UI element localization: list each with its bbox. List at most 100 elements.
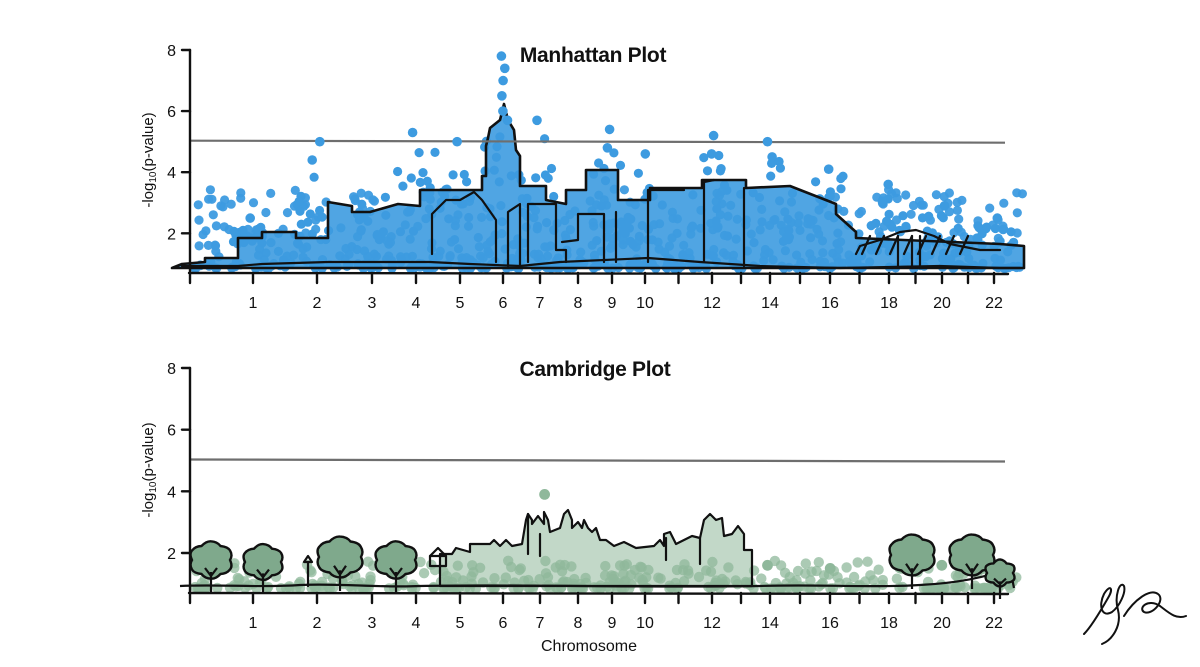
data-point bbox=[549, 191, 559, 202]
data-point bbox=[892, 193, 902, 204]
cambridge-y-label-rest: (p-value) bbox=[140, 422, 157, 481]
data-point bbox=[870, 583, 881, 594]
data-point bbox=[813, 557, 824, 568]
data-point bbox=[418, 568, 430, 579]
data-point-highlight bbox=[762, 136, 773, 147]
manhattan-y-label-subscript: 10 bbox=[148, 171, 159, 183]
manhattan-title: Manhattan Plot bbox=[520, 44, 667, 67]
tree-trunk bbox=[993, 577, 1007, 599]
data-point-highlight bbox=[936, 559, 948, 571]
skyline-detail bbox=[430, 190, 498, 264]
cambridge-threshold-line bbox=[189, 458, 1006, 463]
tree-canopy bbox=[948, 533, 996, 577]
data-point bbox=[982, 582, 994, 594]
college-silhouette bbox=[438, 508, 754, 588]
x-tick-label: 8 bbox=[574, 615, 583, 632]
data-point bbox=[236, 193, 246, 203]
data-point bbox=[877, 196, 887, 206]
x-tick-label: 4 bbox=[412, 295, 421, 312]
tree-canopy bbox=[189, 540, 233, 580]
tree bbox=[888, 533, 936, 589]
tree-canopy bbox=[316, 535, 364, 579]
skyline-detail bbox=[646, 188, 686, 264]
x-tick-label: 6 bbox=[499, 295, 508, 312]
data-point bbox=[415, 556, 426, 568]
data-point bbox=[462, 177, 472, 187]
data-point bbox=[832, 572, 843, 583]
data-point bbox=[307, 229, 317, 239]
data-point-highlight bbox=[939, 201, 950, 211]
data-point bbox=[891, 573, 903, 584]
data-point-highlight bbox=[767, 152, 777, 162]
data-point-highlight bbox=[315, 136, 325, 147]
y-tick-label: 2 bbox=[167, 546, 176, 563]
tree bbox=[984, 558, 1016, 599]
data-point bbox=[954, 214, 964, 224]
cambridge-highlight-points bbox=[539, 489, 948, 574]
x-tick-label: 12 bbox=[703, 295, 721, 312]
y-tick-label: 6 bbox=[167, 104, 176, 121]
x-tick-label: 4 bbox=[412, 615, 421, 632]
data-point bbox=[800, 558, 811, 569]
data-point bbox=[208, 210, 218, 220]
y-tick-label: 6 bbox=[167, 423, 176, 440]
bridge-cable bbox=[944, 234, 956, 256]
x-tick-label: 14 bbox=[761, 615, 779, 632]
data-point-highlight bbox=[498, 106, 508, 116]
y-tick-label: 8 bbox=[167, 361, 176, 378]
data-point bbox=[212, 582, 223, 594]
data-point bbox=[261, 207, 271, 218]
data-point-highlight bbox=[640, 149, 651, 159]
data-point bbox=[939, 192, 949, 202]
data-point bbox=[205, 185, 215, 195]
data-point bbox=[860, 576, 871, 587]
bridge-cable bbox=[860, 234, 872, 256]
data-point bbox=[953, 223, 963, 233]
data-point bbox=[1012, 208, 1022, 218]
data-point-highlight bbox=[883, 179, 893, 190]
x-tick-label: 18 bbox=[880, 295, 898, 312]
data-point bbox=[415, 177, 425, 187]
data-point bbox=[841, 562, 852, 573]
data-point bbox=[839, 206, 849, 216]
data-point bbox=[1006, 227, 1016, 237]
data-point bbox=[884, 209, 894, 219]
bridge-cable bbox=[916, 234, 928, 256]
x-tick-label: 2 bbox=[313, 615, 322, 632]
data-point-highlight bbox=[762, 559, 773, 571]
manhattan-skyline bbox=[170, 102, 1026, 270]
cambridge-skyline bbox=[179, 508, 1016, 599]
x-tick-label: 7 bbox=[536, 295, 545, 312]
data-point bbox=[969, 583, 980, 594]
data-point bbox=[936, 211, 947, 221]
tree-canopy bbox=[242, 542, 284, 582]
cambridge-x-ticks: 1 2 3 4 5 6 7 8 9 10 12 14 16 18 20 22 bbox=[188, 591, 1003, 632]
data-point bbox=[294, 196, 304, 206]
data-point bbox=[811, 177, 821, 187]
data-point bbox=[844, 583, 855, 594]
data-point bbox=[546, 163, 557, 174]
data-point-highlight bbox=[824, 563, 836, 574]
data-point bbox=[836, 184, 846, 194]
data-point bbox=[805, 575, 816, 586]
skyline-detail bbox=[702, 178, 716, 264]
data-point bbox=[699, 153, 709, 163]
data-point bbox=[198, 229, 208, 240]
data-point bbox=[917, 213, 928, 223]
data-point bbox=[615, 160, 626, 170]
data-point-highlight bbox=[407, 127, 418, 138]
data-point bbox=[531, 173, 541, 183]
bridge-cable bbox=[930, 234, 942, 256]
data-point-highlight bbox=[452, 136, 462, 147]
skyline-fill bbox=[170, 102, 1026, 270]
data-point bbox=[226, 199, 236, 209]
tree bbox=[374, 540, 418, 592]
data-point bbox=[422, 176, 432, 186]
data-point bbox=[203, 240, 213, 250]
data-point bbox=[194, 215, 204, 225]
x-tick-label: 18 bbox=[880, 615, 898, 632]
data-point bbox=[194, 241, 204, 251]
x-tick-label: 1 bbox=[249, 615, 258, 632]
